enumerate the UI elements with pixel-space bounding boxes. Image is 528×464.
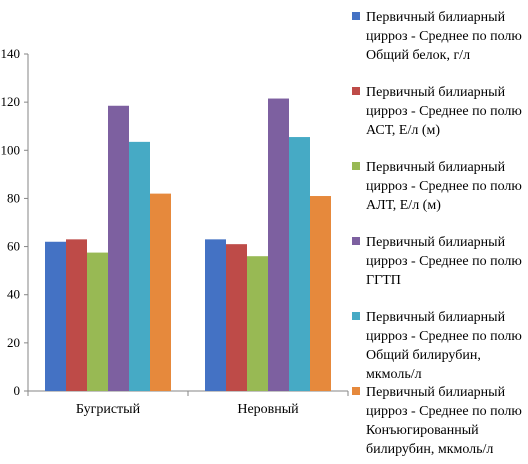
legend-swatch <box>352 237 360 245</box>
bar <box>226 244 247 391</box>
legend-label: Первичный билиарный цирроз - Среднее по … <box>366 310 522 382</box>
bar <box>247 256 268 391</box>
y-tick-label: 0 <box>14 383 21 398</box>
y-tick-label: 80 <box>7 190 20 205</box>
legend-label: Первичный билиарный цирроз - Среднее по … <box>366 85 522 138</box>
x-category-label: Неровный <box>237 402 299 417</box>
y-tick-label: 20 <box>7 335 20 350</box>
bar <box>310 196 331 391</box>
legend-item: Первичный билиарный цирроз - Среднее по … <box>352 381 528 457</box>
legend-swatch <box>352 387 360 395</box>
bar <box>129 141 150 391</box>
bar <box>205 239 226 391</box>
y-tick-label: 60 <box>7 239 20 254</box>
legend-item: Первичный билиарный цирроз - Среднее по … <box>352 306 528 382</box>
bar <box>87 252 108 391</box>
legend-swatch <box>352 12 360 20</box>
x-axis-ticks: Бугристый Неровный <box>27 391 349 417</box>
bar <box>150 193 171 391</box>
legend-item: Первичный билиарный цирроз - Среднее по … <box>352 156 528 231</box>
bar <box>108 105 129 391</box>
legend-swatch <box>352 312 360 320</box>
y-tick-label: 120 <box>1 94 21 109</box>
legend-swatch <box>352 87 360 95</box>
legend-label: Первичный билиарный цирроз - Среднее по … <box>366 385 522 457</box>
bar <box>289 137 310 391</box>
y-tick-label: 40 <box>7 287 20 302</box>
legend-item: Первичный билиарный цирроз - Среднее по … <box>352 81 528 156</box>
legend-swatch <box>352 162 360 170</box>
bars-group <box>45 98 331 392</box>
legend-item: Первичный билиарный цирроз - Среднее по … <box>352 6 528 81</box>
y-tick-label: 140 <box>1 46 21 61</box>
legend-item: Первичный билиарный цирроз - Среднее по … <box>352 231 528 306</box>
bar <box>66 239 87 391</box>
legend-label: Первичный билиарный цирроз - Среднее по … <box>366 160 522 213</box>
bar <box>268 98 289 392</box>
bar <box>45 241 66 391</box>
legend: Первичный билиарный цирроз - Среднее по … <box>352 6 528 457</box>
legend-label: Первичный билиарный цирроз - Среднее по … <box>366 10 522 63</box>
y-tick-label: 100 <box>1 142 21 157</box>
legend-label: Первичный билиарный цирроз - Среднее по … <box>366 235 522 288</box>
x-category-label: Бугристый <box>76 402 141 417</box>
y-axis-ticks: 0 20 40 60 80 100 120 140 <box>1 46 28 398</box>
